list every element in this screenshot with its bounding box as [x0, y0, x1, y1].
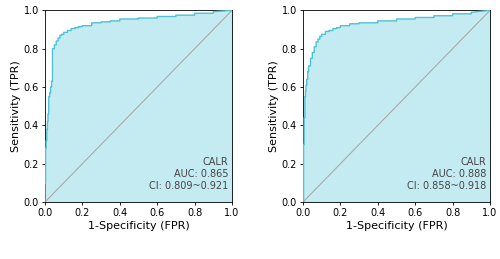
Y-axis label: Sensitivity (TPR): Sensitivity (TPR)	[10, 60, 20, 152]
Y-axis label: Sensitivity (TPR): Sensitivity (TPR)	[268, 60, 278, 152]
X-axis label: 1-Specificity (FPR): 1-Specificity (FPR)	[88, 221, 190, 231]
X-axis label: 1-Specificity (FPR): 1-Specificity (FPR)	[346, 221, 448, 231]
Text: CALR
AUC: 0.865
CI: 0.809~0.921: CALR AUC: 0.865 CI: 0.809~0.921	[149, 157, 228, 191]
Text: CALR
AUC: 0.888
CI: 0.858~0.918: CALR AUC: 0.888 CI: 0.858~0.918	[407, 157, 486, 191]
